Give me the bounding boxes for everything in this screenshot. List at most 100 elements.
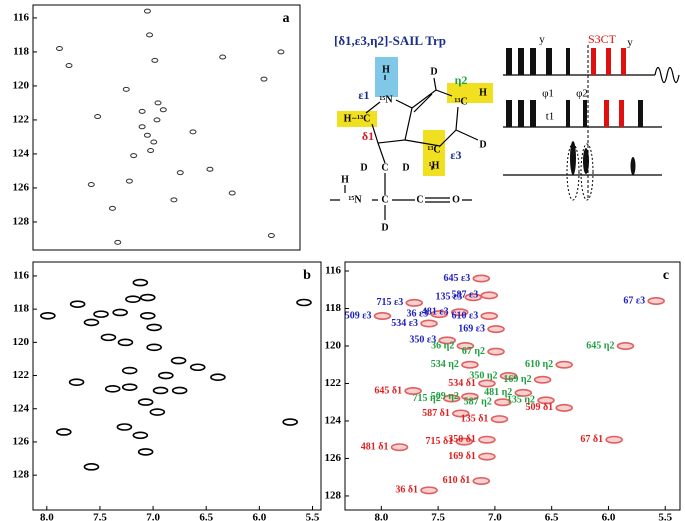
peak-label: 135 ε3 — [436, 292, 463, 303]
pulse-label: φ2 — [576, 88, 588, 100]
peak — [277, 49, 285, 55]
y-tick-label: 124 — [325, 414, 342, 426]
atom-label: ¹H — [429, 160, 440, 171]
peak — [138, 108, 146, 114]
peak — [116, 423, 133, 431]
pulse-label: φ1 — [542, 88, 554, 100]
peak-label: 350 η2 — [469, 370, 497, 381]
peak — [533, 375, 552, 384]
peak — [430, 310, 449, 319]
peak — [647, 296, 665, 305]
peak — [69, 300, 86, 308]
x-tick-label: 8.0 — [40, 512, 54, 521]
peak — [452, 409, 470, 418]
x-tick-label: 6.5 — [545, 512, 559, 521]
peak — [87, 182, 95, 188]
peak — [420, 486, 438, 495]
peak-label: 67 η2 — [462, 346, 485, 357]
peak — [122, 86, 130, 92]
y-tick-label: 128 — [325, 489, 342, 501]
peak — [206, 166, 214, 172]
plot-frame — [32, 4, 301, 251]
x-tick-label: 7.5 — [93, 512, 107, 521]
pulse-label: y — [539, 34, 545, 46]
peak — [555, 403, 573, 412]
panel-label: c — [663, 268, 669, 283]
peak-label: 350 δ1 — [448, 434, 476, 445]
peak-label: 36 ε3 — [406, 308, 428, 319]
peak-label: 645 η2 — [586, 340, 614, 351]
y-tick-label: 124 — [13, 147, 30, 159]
y-tick-label: 116 — [13, 269, 29, 281]
plot-frame — [344, 261, 681, 511]
x-tick-label: 6.0 — [602, 512, 616, 521]
peak-label: 534 ε3 — [391, 318, 418, 329]
peak — [112, 308, 128, 317]
panel-label: b — [303, 268, 311, 283]
peak — [494, 398, 512, 407]
peak — [487, 347, 505, 356]
y-tick-label: 122 — [13, 369, 30, 381]
peak — [404, 386, 422, 395]
peak — [40, 311, 56, 320]
peak — [139, 311, 156, 320]
peak — [605, 435, 623, 444]
peak — [461, 360, 479, 369]
atom-label: O — [452, 194, 460, 205]
peak — [480, 311, 499, 320]
peak — [478, 452, 496, 461]
peak-label: 481 η2 — [484, 387, 512, 398]
peak — [260, 76, 268, 82]
peak — [472, 476, 491, 485]
peak — [159, 107, 167, 113]
peak — [114, 239, 122, 245]
peak — [121, 366, 138, 375]
peak-label: 169 δ1 — [448, 451, 476, 462]
x-tick-label: 5.5 — [658, 512, 672, 521]
peak — [117, 338, 134, 347]
peak — [146, 323, 162, 332]
peak — [170, 197, 178, 203]
atom-label: D — [381, 222, 388, 233]
y-tick-label: 118 — [13, 303, 29, 315]
peak — [267, 233, 275, 239]
peak — [132, 278, 149, 287]
y-tick-label: 120 — [325, 340, 342, 352]
peak — [461, 392, 479, 401]
peak-label: 481 δ1 — [361, 442, 389, 453]
highlight-box — [423, 130, 445, 176]
molecule-bonds — [330, 75, 479, 220]
y-tick-label: 128 — [13, 469, 30, 481]
peak — [478, 435, 496, 444]
peak-label: 36 δ1 — [395, 485, 418, 496]
peak — [56, 428, 72, 436]
peak — [472, 274, 491, 283]
peak — [83, 463, 100, 471]
peak — [104, 385, 121, 393]
peak — [514, 388, 533, 397]
atom-label: H — [341, 174, 349, 185]
pulse-label: t1 — [546, 111, 555, 123]
x-tick-label: 6.5 — [199, 512, 213, 521]
plot-frame — [32, 261, 322, 511]
peak-label: 715 η2 — [413, 393, 441, 404]
peak — [456, 341, 475, 350]
peak-label: 350 ε3 — [409, 335, 436, 346]
peak-label: 715 δ1 — [426, 436, 454, 447]
peak — [146, 343, 162, 352]
y-tick-label: 124 — [13, 402, 30, 414]
peak — [151, 57, 159, 63]
peak-label: 509 δ1 — [525, 402, 553, 413]
peak-label: 481 ε3 — [422, 307, 449, 318]
peak-label: 645 ε3 — [443, 273, 470, 284]
peak-label: 587 η2 — [464, 397, 492, 408]
peak-label: 587 δ1 — [422, 408, 450, 419]
peak — [219, 54, 227, 60]
peak — [555, 360, 573, 369]
peak — [139, 293, 156, 302]
peak — [420, 319, 438, 328]
x-tick-label: 7.5 — [431, 512, 445, 521]
peak — [100, 333, 117, 342]
peak — [68, 378, 85, 386]
x-tick-label: 5.5 — [306, 512, 320, 521]
